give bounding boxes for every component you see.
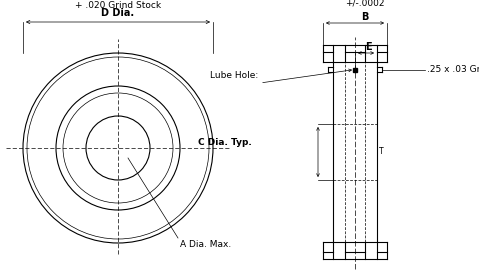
Text: B: B [361,12,369,22]
Text: D Dia.: D Dia. [102,8,135,18]
Text: + .020 Grind Stock: + .020 Grind Stock [75,1,161,10]
Text: E: E [365,42,371,52]
Text: C Dia. Typ.: C Dia. Typ. [198,138,252,147]
Text: .25 x .03 Groove: .25 x .03 Groove [427,65,479,74]
Text: T: T [379,147,384,157]
Text: Lube Hole:: Lube Hole: [210,70,258,79]
Text: +/-.0002: +/-.0002 [345,0,385,7]
Text: A Dia. Max.: A Dia. Max. [180,240,231,249]
